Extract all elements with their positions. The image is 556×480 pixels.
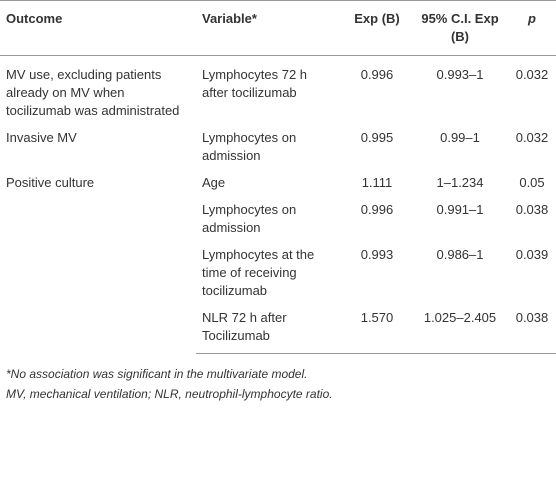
variable-cell: Lymphocytes on admission	[202, 130, 297, 163]
ci-cell: 1–1.234	[436, 175, 484, 190]
outcome-cell: Positive culture	[6, 175, 95, 190]
header-cell: p	[508, 0, 556, 56]
table-row: NLR 72 h after Tocilizumab 1.570 1.025–2.4…	[0, 305, 556, 354]
p-cell: 0.05	[519, 175, 545, 190]
exp-b-cell: 1.111	[361, 175, 393, 190]
p-cell: 0.039	[515, 247, 549, 262]
ci-cell: 0.986–1	[436, 247, 484, 262]
outcome-cell: MV use, excluding patients already on MV…	[6, 67, 180, 118]
exp-b-cell: 0.996	[360, 202, 394, 217]
table-row: Invasive MV Lymphocytes on admission 0.995…	[0, 125, 556, 170]
exp-b-cell: 1.570	[342, 305, 412, 354]
header-cell: 95% C.I. Exp (B)	[412, 0, 508, 56]
ci-cell: 0.991–1	[436, 202, 484, 217]
outcome-cell: Invasive MV	[6, 130, 77, 145]
ci-cell: 0.993–1	[436, 67, 484, 82]
exp-b-cell: 0.995	[360, 130, 394, 145]
variable-cell: Lymphocytes 72 h after tocilizumab	[202, 67, 308, 100]
table-body: MV use, excluding patients already on MV…	[0, 56, 556, 354]
footnotes: *No association was significant in the m…	[0, 354, 556, 404]
ci-cell: 1.025–2.405	[412, 305, 508, 354]
table-row: Lymphocytes on admission 0.996 0.991–1 0.03…	[0, 197, 556, 242]
table-row: Lymphocytes at the time of receiving toc…	[0, 242, 556, 305]
exp-b-cell: 0.993	[360, 247, 394, 262]
exp-b-cell: 0.996	[360, 67, 394, 82]
header-cell: Outcome	[0, 0, 196, 56]
p-cell: 0.032	[515, 67, 549, 82]
table-row: MV use, excluding patients already on MV…	[0, 56, 556, 126]
header-cell: Variable*	[196, 0, 342, 56]
p-cell: 0.038	[515, 202, 549, 217]
results-table: Outcome Variable* Exp (B) 95% C.I. Exp (…	[0, 0, 556, 354]
footnote: *No association was significant in the m…	[6, 367, 308, 381]
ci-cell: 0.99–1	[440, 130, 480, 145]
table-row: Positive culture Age 1.111 1–1.234 0.05	[0, 170, 556, 197]
p-cell: 0.032	[515, 130, 549, 145]
footnote: MV, mechanical ventilation; NLR, neutrop…	[6, 387, 333, 401]
variable-cell: Age	[202, 175, 226, 190]
variable-cell: NLR 72 h after Tocilizumab	[196, 305, 342, 354]
variable-cell: Lymphocytes on admission	[202, 202, 297, 235]
variable-cell: Lymphocytes at the time of receiving toc…	[202, 247, 315, 298]
p-cell: 0.038	[508, 305, 556, 354]
header-cell: Exp (B)	[342, 0, 412, 56]
header-row: Outcome Variable* Exp (B) 95% C.I. Exp (…	[0, 0, 556, 56]
